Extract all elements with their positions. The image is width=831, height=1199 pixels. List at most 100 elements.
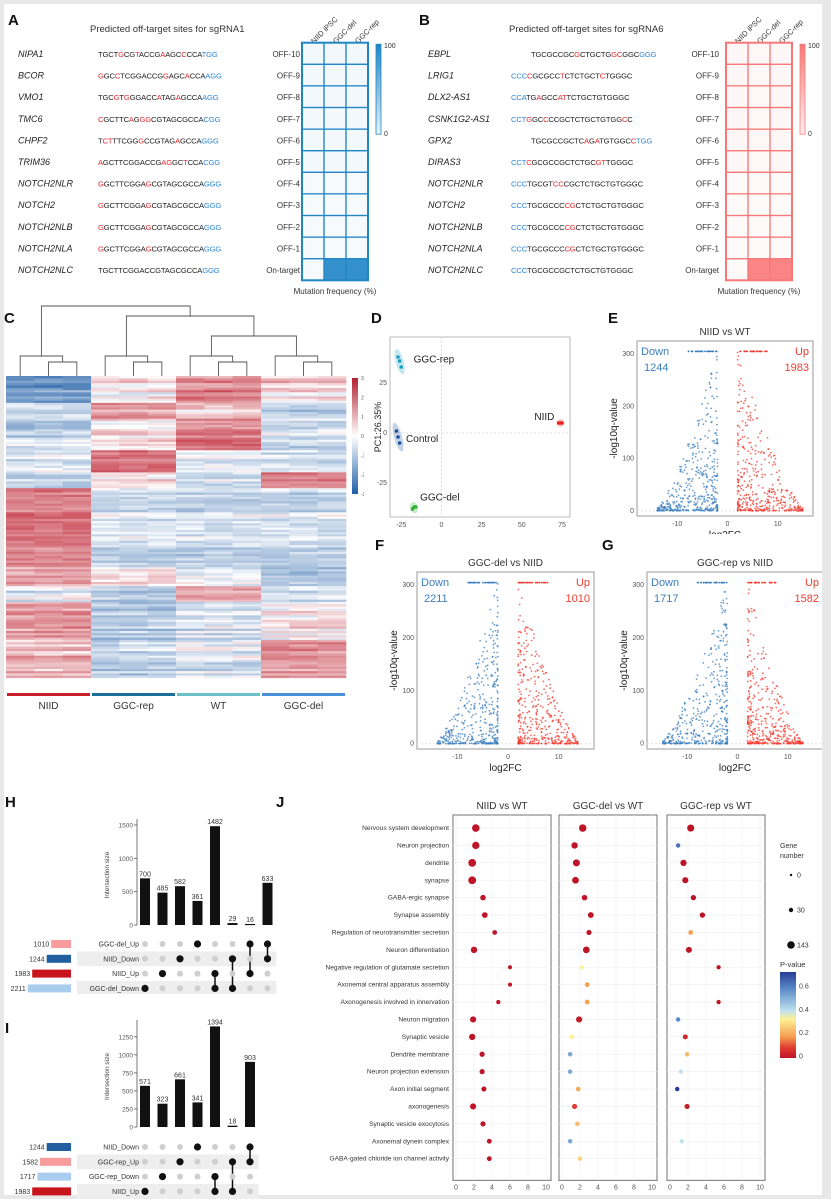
volcano-point — [701, 711, 703, 714]
heatmap-cell — [34, 514, 63, 518]
volcano-point-capped — [698, 350, 700, 353]
heatmap-cell — [62, 461, 92, 464]
volcano-point — [710, 372, 713, 375]
heat-cell — [769, 150, 793, 173]
volcano-point — [719, 669, 721, 672]
volcano-point — [739, 471, 742, 474]
intersection-bar — [245, 923, 255, 926]
heatmap-cell — [6, 608, 35, 612]
volcano-point — [772, 496, 775, 499]
volcano-point — [476, 742, 478, 745]
volcano-point — [762, 732, 764, 735]
heatmap-cell — [317, 527, 347, 531]
volcano-point — [736, 453, 739, 456]
heatmap-cell — [176, 569, 205, 572]
heatmap-cell — [34, 516, 63, 520]
volcano-point — [712, 495, 715, 498]
heatmap-cell — [91, 558, 120, 561]
facet-frame — [666, 814, 766, 1181]
volcano-point — [696, 674, 699, 677]
heatmap-cell — [34, 407, 63, 410]
bar-value-label: 29 — [229, 916, 237, 923]
heatmap-cell — [289, 562, 318, 566]
up-label: Up — [795, 346, 809, 358]
heatmap-cell — [119, 608, 148, 612]
heatmap-cell — [119, 604, 148, 607]
volcano-point — [756, 668, 759, 670]
heatmap-cell — [34, 390, 63, 393]
heatmap-cell — [317, 400, 347, 404]
volcano-point — [753, 741, 756, 743]
volcano-ggcdel-vs-niid: GGC-del vs NIID-10 0 100100200300log2FC-lo… — [389, 558, 595, 774]
volcano-point — [748, 654, 751, 656]
heatmap-cell — [91, 429, 120, 432]
volcano-point — [496, 736, 499, 739]
volcano-point — [705, 475, 708, 478]
volcano-point — [558, 710, 560, 713]
heatmap-cell — [232, 597, 262, 600]
volcano-point — [491, 675, 494, 677]
volcano-point-capped — [750, 350, 752, 353]
volcano-point — [571, 736, 574, 739]
bar-value-label: 903 — [244, 1055, 256, 1062]
go-dot — [492, 930, 498, 935]
heatmap-cell — [91, 540, 120, 544]
volcano-point — [459, 733, 462, 735]
go-dot — [567, 1052, 573, 1057]
heatmap-cell — [317, 474, 347, 478]
volcano-point — [478, 675, 480, 677]
size-legend-title-2: number — [780, 853, 804, 860]
volcano-point — [726, 666, 728, 669]
volcano-point — [478, 683, 480, 685]
matrix-dot-active — [211, 1173, 219, 1181]
heatmap-cell — [34, 503, 63, 507]
gene-label: NOTCH2NLB — [18, 222, 73, 232]
heatmap-cell — [261, 657, 290, 661]
heatmap-cell — [6, 456, 35, 460]
heatmap-cell — [91, 584, 120, 587]
volcano-point — [531, 629, 533, 632]
volcano-point — [738, 426, 741, 429]
heatmap-cell — [261, 660, 290, 663]
volcano-point — [713, 629, 715, 632]
volcano-point — [533, 738, 536, 741]
heatmap-cell — [6, 536, 35, 539]
heatmap-cell — [176, 431, 205, 434]
volcano-point — [520, 644, 523, 647]
heatmap-cell — [232, 392, 262, 395]
volcano-point — [477, 734, 480, 737]
volcano-point — [748, 670, 751, 673]
volcano-point — [698, 472, 700, 474]
heatmap-cell — [289, 510, 318, 513]
heatmap-cell — [91, 651, 120, 654]
volcano-point — [479, 698, 481, 700]
heatmap-cell — [119, 514, 148, 518]
volcano-point — [774, 463, 777, 466]
go-dot — [684, 1103, 690, 1110]
heatmap-cell — [204, 385, 233, 389]
heatmap-cell — [119, 396, 148, 399]
heatmap-cell — [317, 630, 347, 634]
heatmap-cell — [176, 405, 205, 408]
heatmap-cell — [147, 664, 177, 668]
volcano-point — [774, 457, 777, 460]
heatmap-cell — [147, 575, 177, 579]
volcano-point — [494, 683, 496, 686]
heatmap-cell — [34, 505, 63, 509]
intersection-bar — [140, 1085, 150, 1127]
volcano-point — [486, 677, 489, 680]
volcano-point — [747, 418, 749, 421]
volcano-point — [702, 695, 705, 698]
volcano-point — [750, 685, 752, 688]
volcano-point — [772, 505, 775, 508]
volcano-point — [746, 739, 749, 742]
heatmap-cell — [119, 639, 148, 643]
volcano-point — [709, 703, 711, 706]
heatmap-cell — [62, 662, 92, 665]
heatmap-cell — [91, 657, 120, 661]
volcano-point — [736, 351, 739, 354]
volcano-point — [739, 438, 742, 441]
heatmap-cell — [232, 463, 262, 467]
volcano-point — [489, 628, 492, 631]
heatmap-cell — [204, 499, 233, 502]
